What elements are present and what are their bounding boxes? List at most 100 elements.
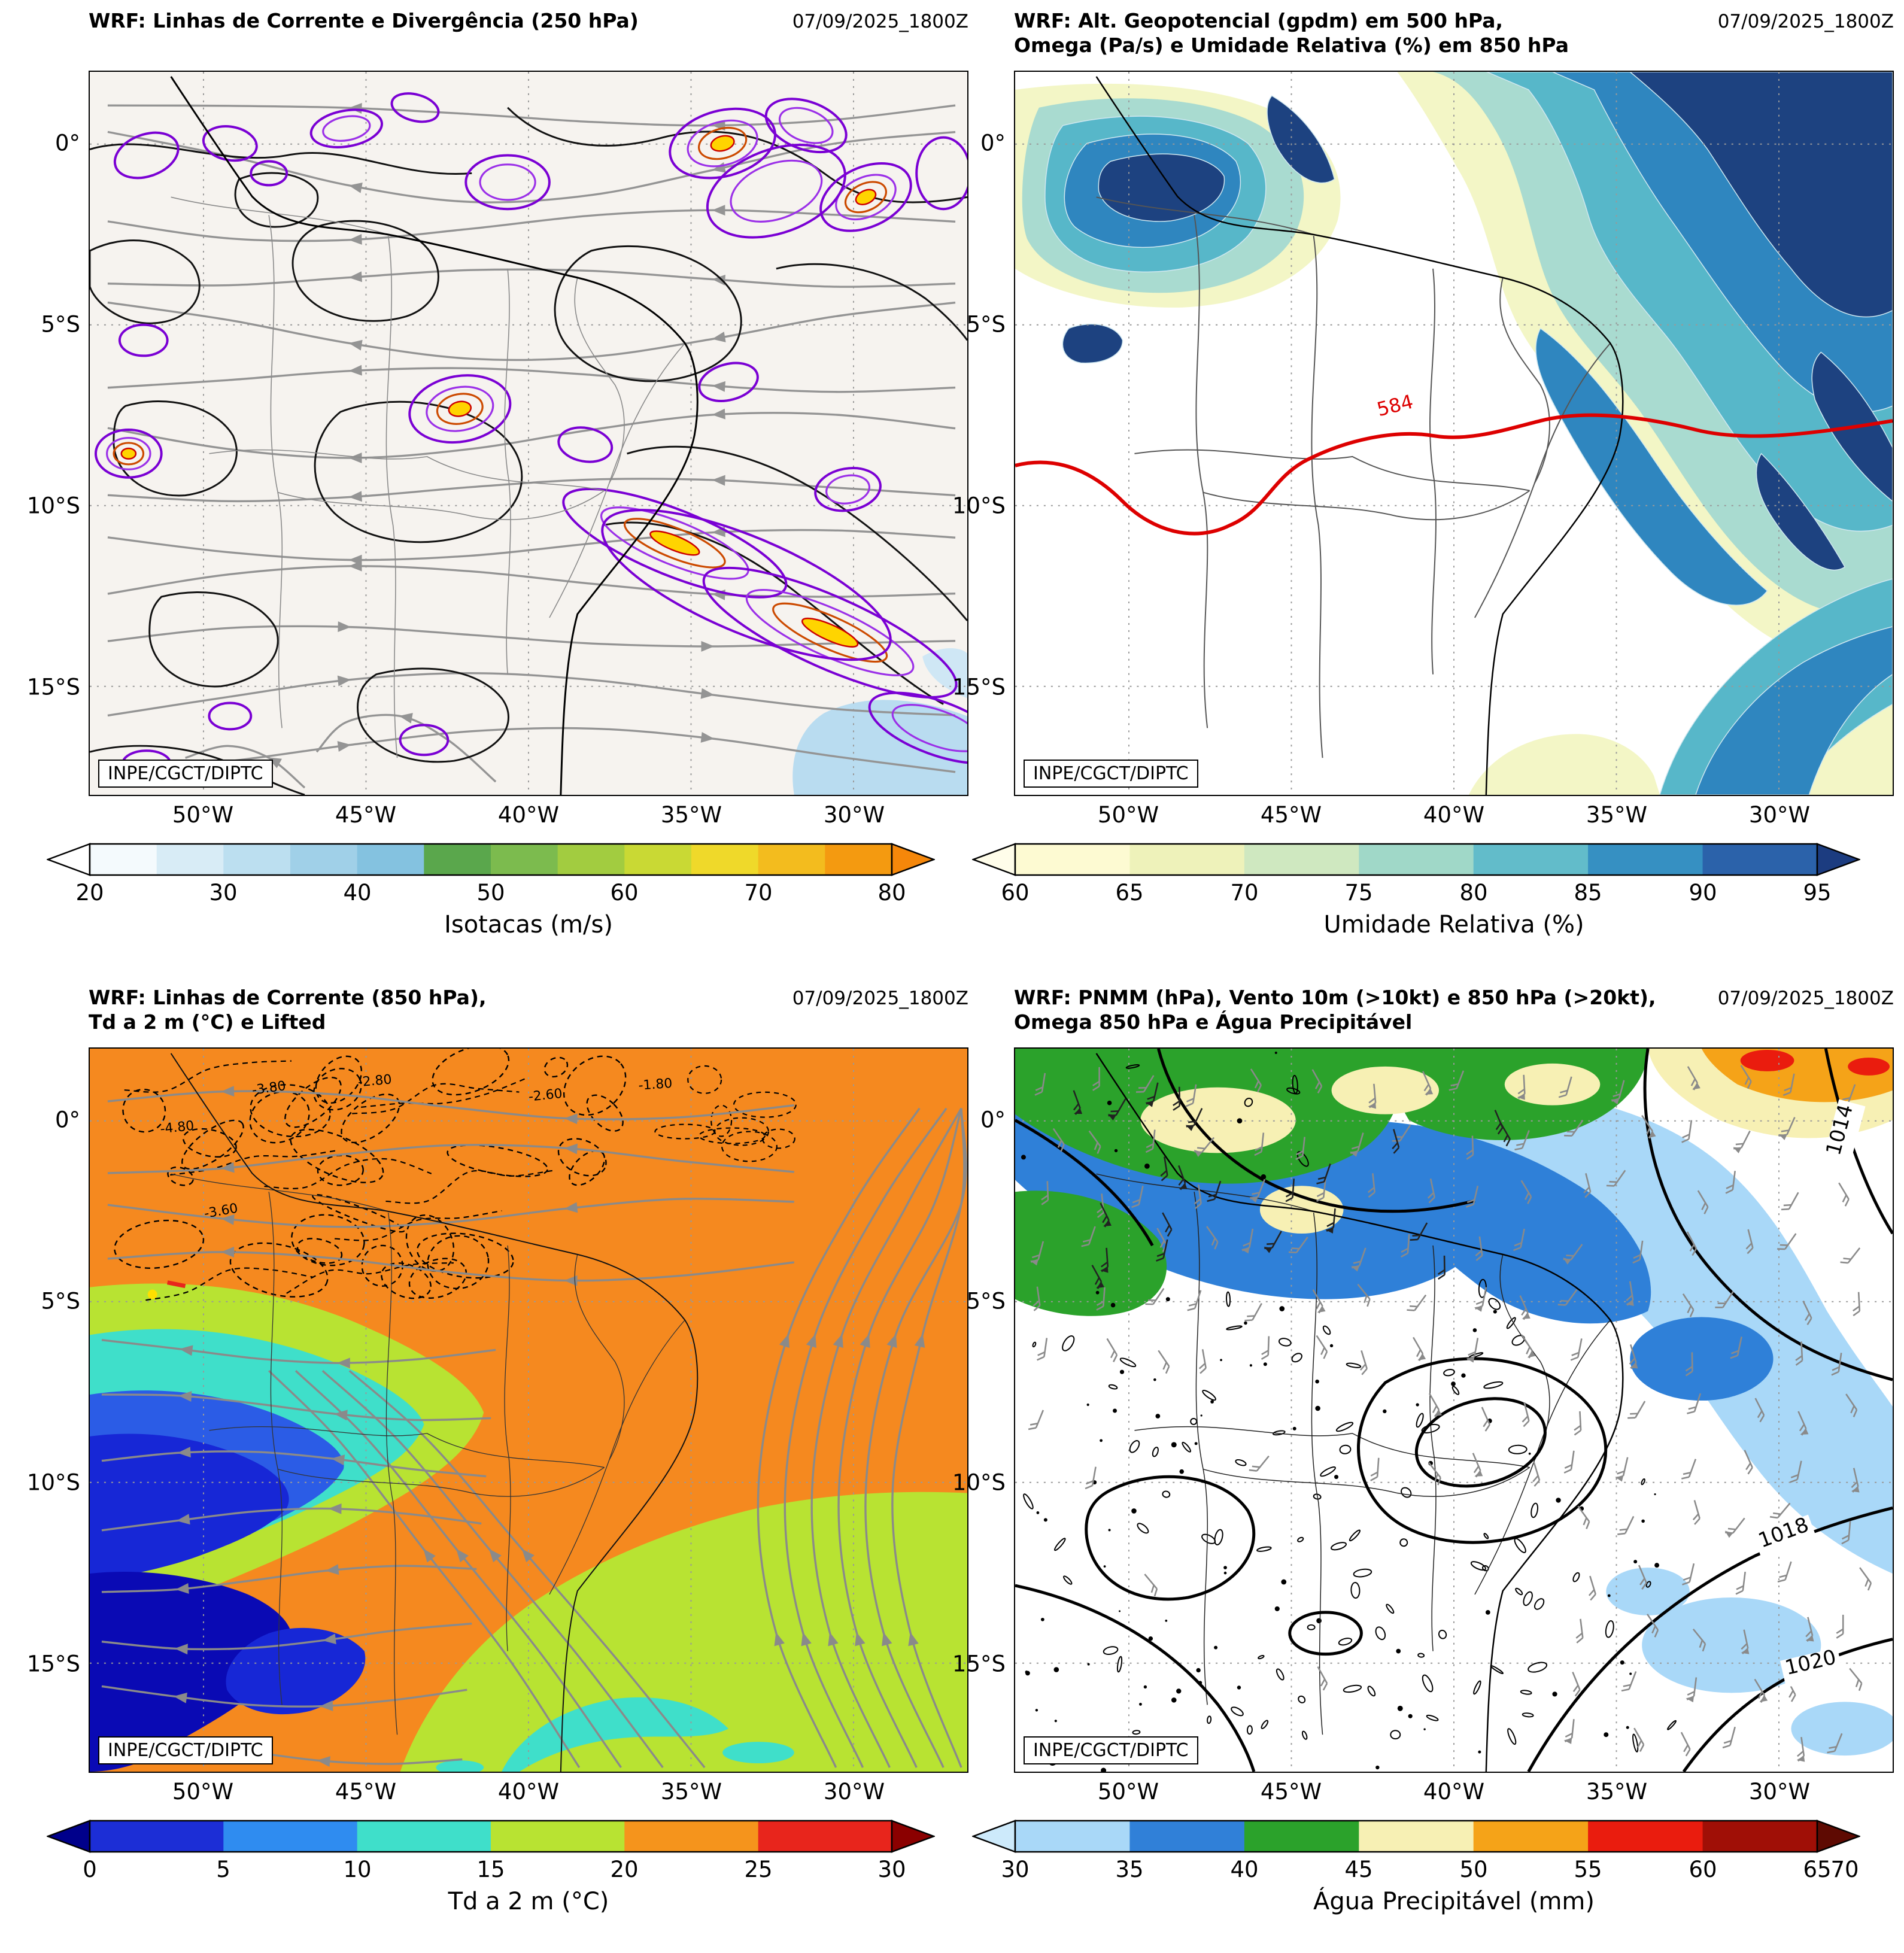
- colorbar-tick-label: 90: [1689, 880, 1717, 906]
- y-axis-labels: 0° 5°S 10°S 15°S: [0, 71, 84, 796]
- map-streamlines-divergence: INPE/CGCT/DIPTC: [89, 71, 968, 796]
- colorbar-label: Td a 2 m (°C): [448, 1888, 609, 1915]
- credit-badge: INPE/CGCT/DIPTC: [98, 760, 273, 788]
- colorbar-tick-label: 50: [1459, 1857, 1488, 1882]
- map-canvas: [90, 72, 967, 795]
- y-axis-labels: 0° 5°S 10°S 15°S: [925, 1047, 1009, 1773]
- colorbar-ticks: 60 65 70 75 80 85 90 95: [972, 880, 1860, 907]
- x-tick-label: 40°W: [497, 802, 560, 828]
- colorbar-tick-label: 75: [1344, 880, 1373, 906]
- x-axis-labels: 50°W 45°W 40°W 35°W 30°W: [1014, 1779, 1894, 1809]
- colorbar-tick-label: 60: [610, 880, 639, 906]
- panel-title: WRF: Linhas de Corrente (850 hPa), Td a …: [89, 986, 487, 1034]
- panel-streamlines-divergence-250hpa: WRF: Linhas de Corrente e Divergência (2…: [0, 0, 979, 976]
- y-tick-label: 10°S: [26, 493, 80, 519]
- colorbar-tick-label: 10: [343, 1857, 372, 1882]
- x-axis-labels: 50°W 45°W 40°W 35°W 30°W: [89, 1779, 968, 1809]
- panel-date: 07/09/2025_1800Z: [792, 11, 968, 32]
- colorbar-label: Água Precipitável (mm): [1313, 1888, 1595, 1915]
- panel-pnmm-vento-pw: WRF: PNMM (hPa), Vento 10m (>10kt) e 850…: [925, 977, 1904, 1953]
- map-streamlines-td: -4.80 -3.80 -2.80 -3.60 -2.60 -1.80 INPE/CGCT…: [89, 1047, 968, 1773]
- y-tick-label: 15°S: [26, 1651, 80, 1677]
- x-tick-label: 50°W: [1097, 802, 1159, 828]
- colorbar-tick-label: 60: [1001, 880, 1030, 906]
- panel-title: WRF: Alt. Geopotencial (gpdm) em 500 hPa…: [1014, 9, 1569, 57]
- panel-title: WRF: PNMM (hPa), Vento 10m (>10kt) e 850…: [1014, 986, 1656, 1034]
- colorbar-tick-label: 65: [1803, 1857, 1832, 1882]
- x-tick-label: 35°W: [660, 1779, 722, 1805]
- y-tick-label: 5°S: [966, 311, 1006, 338]
- credit-badge: INPE/CGCT/DIPTC: [1024, 1736, 1198, 1764]
- map-canvas: -4.80-3.80 -2.80-3.60-2.60-1.80: [90, 1049, 967, 1772]
- y-axis-labels: 0° 5°S 10°S 15°S: [925, 71, 1009, 796]
- y-tick-label: 5°S: [41, 1288, 80, 1314]
- svg-text:-1.80: -1.80: [638, 1076, 673, 1094]
- colorbar-td: [45, 1820, 936, 1853]
- credit-badge: INPE/CGCT/DIPTC: [1024, 760, 1198, 788]
- colorbar-tick-label: 70: [1230, 880, 1259, 906]
- x-tick-label: 40°W: [1423, 1779, 1485, 1805]
- colorbar-tick-label: 20: [75, 880, 104, 906]
- y-tick-label: 5°S: [41, 311, 80, 338]
- colorbar-label: Isotacas (m/s): [444, 911, 613, 938]
- y-tick-label: 0°: [980, 130, 1006, 156]
- x-tick-label: 40°W: [497, 1779, 560, 1805]
- colorbar-tick-label: 50: [476, 880, 505, 906]
- colorbar-tick-label: 80: [877, 880, 906, 906]
- colorbar-tick-label: 15: [476, 1857, 505, 1882]
- x-tick-label: 40°W: [1423, 802, 1485, 828]
- y-tick-label: 15°S: [26, 674, 80, 700]
- panel-title: WRF: Linhas de Corrente e Divergência (2…: [89, 9, 639, 32]
- colorbar-tick-label: 60: [1689, 1857, 1717, 1882]
- y-tick-label: 5°S: [966, 1288, 1006, 1314]
- x-tick-label: 35°W: [660, 802, 722, 828]
- colorbar-tick-label: 95: [1803, 880, 1832, 906]
- y-tick-label: 0°: [980, 1107, 1006, 1133]
- x-tick-label: 50°W: [172, 1779, 234, 1805]
- colorbar-isotacas: [45, 843, 936, 876]
- svg-text:-4.80: -4.80: [159, 1119, 195, 1137]
- x-tick-label: 45°W: [1260, 1779, 1322, 1805]
- colorbar-tick-label: 55: [1574, 1857, 1602, 1882]
- map-geopotencial-umidade: 584 INPE/CGCT/DIPTC: [1014, 71, 1894, 796]
- colorbar-tick-label: 65: [1115, 880, 1144, 906]
- x-axis-labels: 50°W 45°W 40°W 35°W 30°W: [1014, 802, 1894, 832]
- colorbar-tick-label: 80: [1459, 880, 1488, 906]
- colorbar-tick-label: 45: [1344, 1857, 1373, 1882]
- colorbar-tick-label: 35: [1115, 1857, 1144, 1882]
- y-tick-label: 10°S: [952, 1469, 1006, 1496]
- colorbar-tick-label: 0: [83, 1857, 97, 1882]
- colorbar-tick-label: 70: [744, 880, 773, 906]
- colorbar-tick-label: 40: [343, 880, 372, 906]
- x-tick-label: 45°W: [335, 1779, 397, 1805]
- x-tick-label: 30°W: [1748, 1779, 1811, 1805]
- y-tick-label: 0°: [54, 1107, 80, 1133]
- credit-badge: INPE/CGCT/DIPTC: [98, 1736, 273, 1764]
- x-tick-label: 30°W: [823, 1779, 885, 1805]
- x-tick-label: 45°W: [1260, 802, 1322, 828]
- y-tick-label: 15°S: [952, 674, 1006, 700]
- x-tick-label: 50°W: [1097, 1779, 1159, 1805]
- svg-text:-2.80: -2.80: [357, 1072, 393, 1090]
- y-tick-label: 0°: [54, 130, 80, 156]
- colorbar-tick-label: 30: [1001, 1857, 1030, 1882]
- x-tick-label: 45°W: [335, 802, 397, 828]
- panel-streamlines-850-td: WRF: Linhas de Corrente (850 hPa), Td a …: [0, 977, 979, 1953]
- colorbar-tick-label: 30: [209, 880, 238, 906]
- panel-geopotencial-umidade: WRF: Alt. Geopotencial (gpdm) em 500 hPa…: [925, 0, 1904, 976]
- panel-date: 07/09/2025_1800Z: [792, 988, 968, 1009]
- panel-date: 07/09/2025_1800Z: [1717, 988, 1894, 1009]
- colorbar-tick-label: 70: [1830, 1857, 1859, 1882]
- x-tick-label: 35°W: [1586, 1779, 1648, 1805]
- colorbar-ticks: 0 5 10 15 20 25 30: [47, 1857, 935, 1884]
- colorbar-tick-label: 40: [1230, 1857, 1259, 1882]
- colorbar-umidade: [971, 843, 1862, 876]
- y-tick-label: 15°S: [952, 1651, 1006, 1677]
- colorbar-ticks: 20 30 40 50 60 70 80: [47, 880, 935, 907]
- x-tick-label: 30°W: [1748, 802, 1811, 828]
- geopotential-584-contour: [1015, 413, 1893, 536]
- colorbar-tick-label: 30: [877, 1857, 906, 1882]
- y-axis-labels: 0° 5°S 10°S 15°S: [0, 1047, 84, 1773]
- y-tick-label: 10°S: [952, 493, 1006, 519]
